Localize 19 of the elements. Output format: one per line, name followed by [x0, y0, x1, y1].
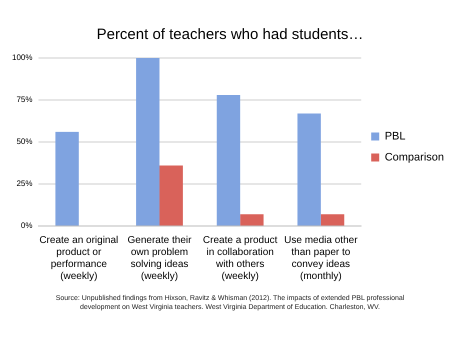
bar [159, 166, 183, 226]
bar [136, 58, 160, 226]
x-tick-label: Generate their own problem solving ideas (weekly) [128, 234, 192, 282]
y-tick-label: 100% [12, 53, 32, 62]
x-tick-label: Use media other than paper to convey ideas (monthly) [284, 234, 358, 282]
y-tick-label: 0% [20, 221, 32, 230]
y-tick-label: 25% [16, 179, 32, 188]
y-tick-label: 75% [16, 95, 32, 104]
chart-title: Percent of teachers who had students… [96, 26, 364, 44]
bar [55, 132, 79, 226]
bar [320, 214, 344, 226]
bar [297, 113, 321, 226]
x-tick-label: Create a product in collaboration with others (weekly) [202, 234, 278, 282]
legend-label: PBL [384, 130, 406, 143]
x-tick-label: Create an original product or performance (weekly) [39, 234, 118, 282]
y-tick-label: 50% [16, 137, 32, 146]
bar [240, 214, 264, 226]
bar [216, 94, 240, 226]
legend-label: Comparison [384, 152, 444, 164]
